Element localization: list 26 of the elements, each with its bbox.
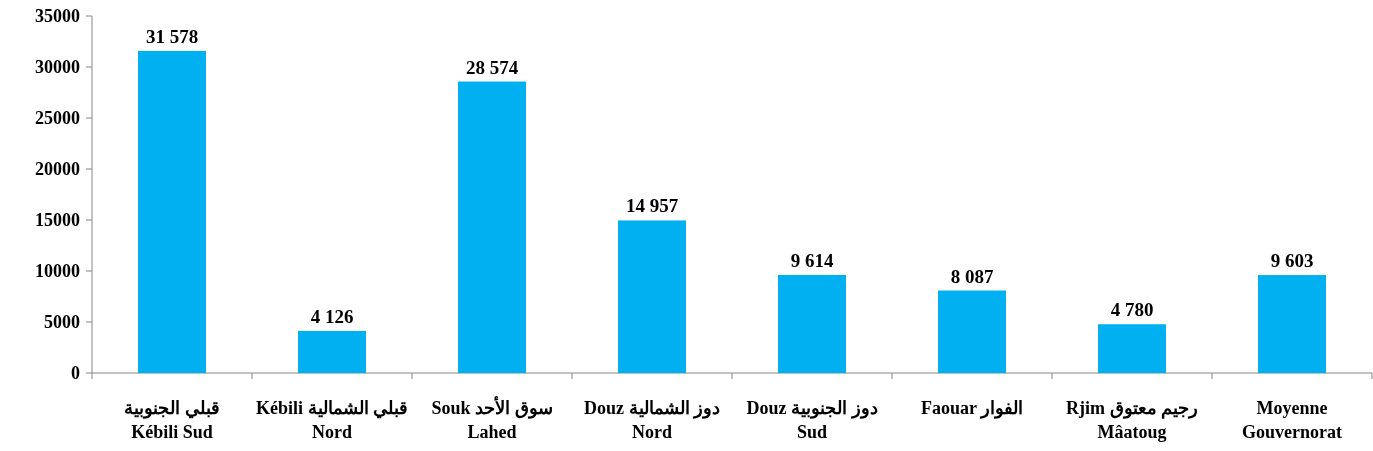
bar [138,50,206,373]
y-tick-label: 10000 [35,261,80,281]
bar [778,274,846,373]
data-label: 9 614 [790,249,834,271]
data-label: 31 578 [145,25,199,47]
data-label: 9 603 [1270,250,1314,272]
y-tick-label: 20000 [35,159,80,179]
y-tick-label: 15000 [35,210,80,230]
x-tick-label: Moyenne Gouvernorat [1242,398,1342,442]
bar [298,330,366,373]
y-tick-label: 5000 [44,312,80,332]
data-label: 4 780 [1110,299,1154,321]
y-tick-label: 35000 [35,6,80,26]
bar [1258,275,1326,373]
data-label: 14 957 [625,195,679,217]
data-label: 8 087 [950,265,994,287]
bar [938,290,1006,373]
data-label: 28 574 [465,56,519,78]
data-label: 4 126 [310,305,354,327]
y-tick-label: 25000 [35,108,80,128]
bar [1098,324,1166,373]
y-tick-label: 30000 [35,57,80,77]
bar [458,81,526,373]
x-tick-label: Faouar الفوار [920,398,1024,419]
bar [618,220,686,373]
y-tick-label: 0 [71,363,80,383]
